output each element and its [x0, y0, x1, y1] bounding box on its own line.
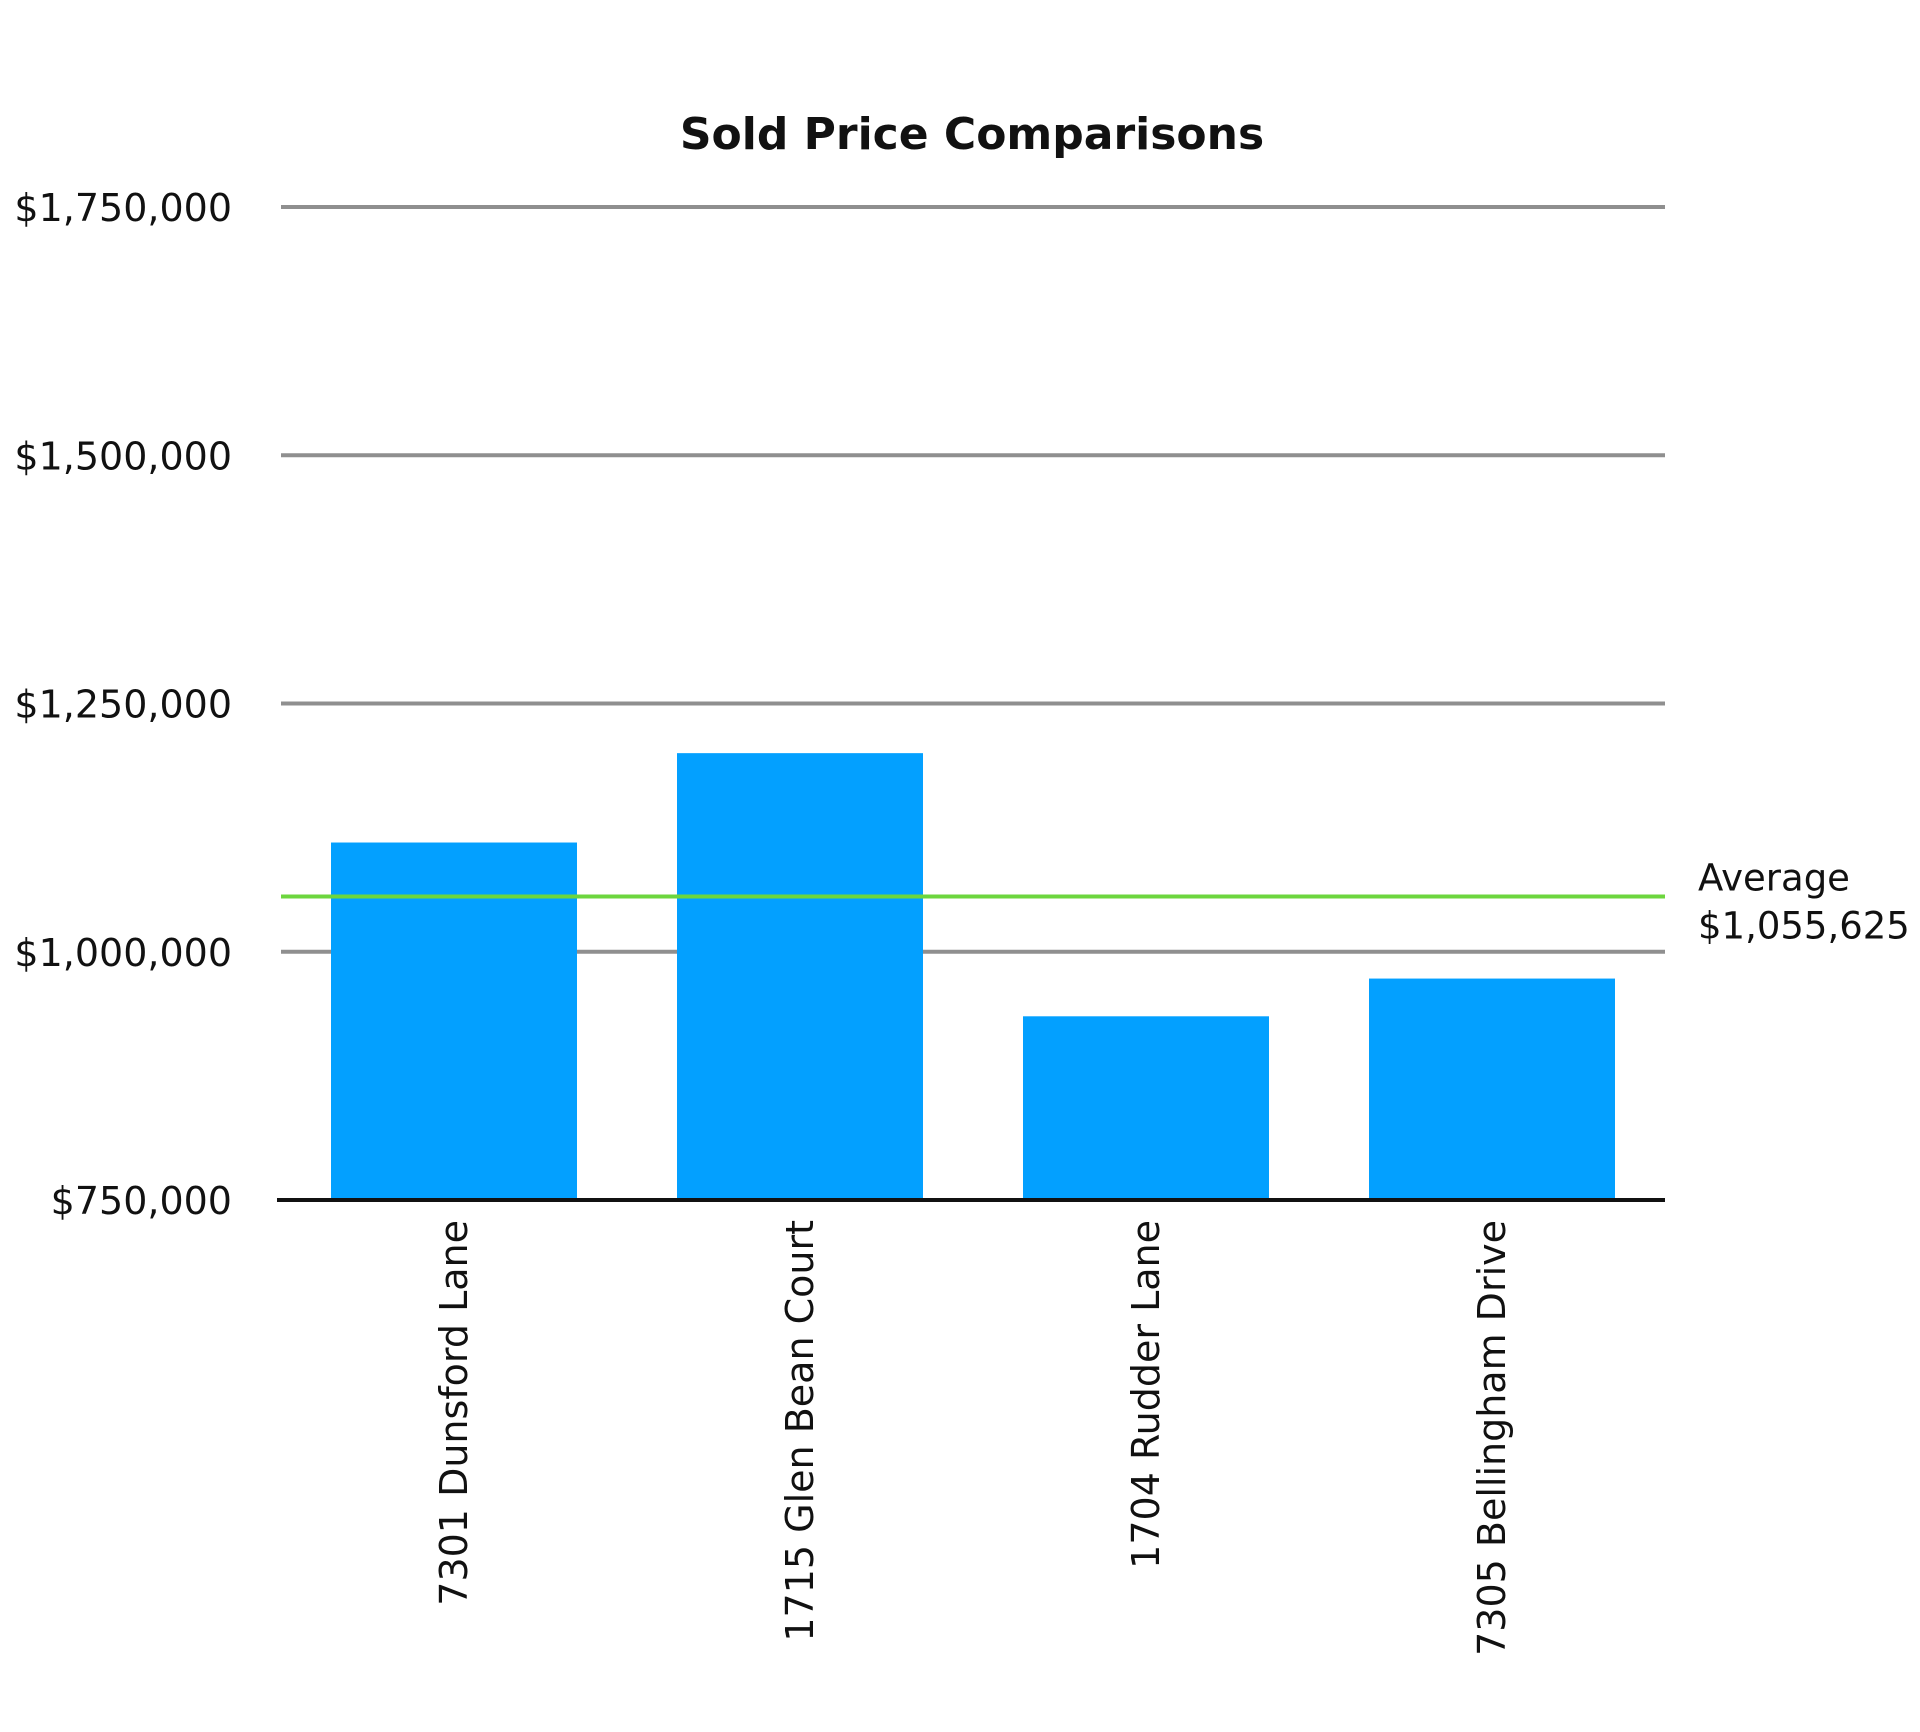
y-axis-tick-labels: $750,000 $1,000,000 $1,250,000 $1,500,000 $1…	[14, 186, 232, 1223]
bar	[331, 842, 577, 1200]
bar	[1369, 978, 1615, 1200]
average-value-label: $1,055,625	[1698, 905, 1910, 948]
x-axis-category-labels: 7301 Dunsford Lane 1715 Glen Bean Court 17…	[432, 1220, 1514, 1656]
y-tick-label: $1,000,000	[14, 931, 232, 975]
bar	[677, 753, 923, 1200]
average-reference: Average $1,055,625	[281, 857, 1910, 948]
category-label: 7301 Dunsford Lane	[432, 1220, 476, 1606]
category-label: 1715 Glen Bean Court	[778, 1220, 822, 1642]
y-tick-label: $1,750,000	[14, 186, 232, 230]
category-label: 7305 Bellingham Drive	[1470, 1220, 1514, 1656]
chart-title: Sold Price Comparisons	[680, 109, 1264, 160]
y-tick-label: $1,500,000	[14, 434, 232, 478]
bar	[1023, 1016, 1269, 1200]
y-tick-label: $750,000	[51, 1179, 232, 1223]
gridlines	[281, 205, 1665, 954]
y-tick-label: $1,250,000	[14, 683, 232, 727]
category-label: 1704 Rudder Lane	[1124, 1220, 1168, 1569]
bars	[331, 753, 1615, 1200]
average-label: Average	[1698, 857, 1850, 900]
